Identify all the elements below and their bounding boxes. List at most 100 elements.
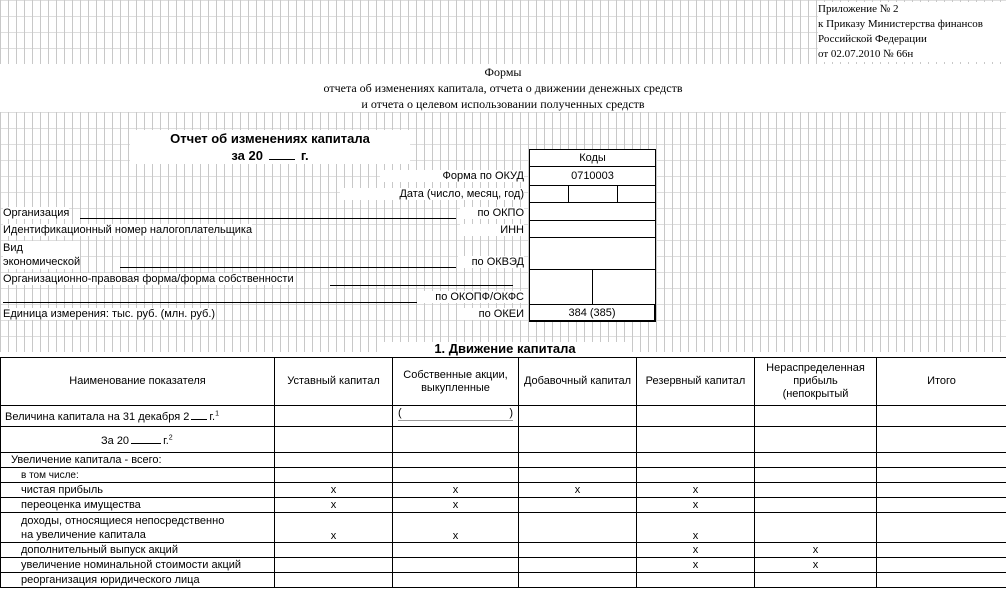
okopf-label: по ОКОПФ/ОКФС <box>418 291 524 303</box>
cell[interactable]: x <box>754 542 877 558</box>
year-blank[interactable] <box>131 433 162 444</box>
cell[interactable] <box>754 572 877 588</box>
forms-title-line-2: отчета об изменениях капитала, отчета о … <box>0 80 1006 96</box>
cell[interactable] <box>392 557 519 573</box>
cell[interactable] <box>518 467 637 483</box>
cell[interactable] <box>274 572 393 588</box>
cell[interactable] <box>754 467 877 483</box>
date-year-cell[interactable] <box>617 185 656 203</box>
cell[interactable] <box>754 482 877 498</box>
period-suffix: г. <box>300 148 309 163</box>
cell[interactable]: x <box>636 482 755 498</box>
cell[interactable]: x <box>274 482 393 498</box>
cell[interactable] <box>876 426 1006 453</box>
cell[interactable] <box>636 572 755 588</box>
cell[interactable] <box>392 426 519 453</box>
row-label: Величина капитала на 31 декабря 2 г.1 <box>0 405 275 427</box>
cell[interactable]: x <box>392 497 519 513</box>
legal-form-field-2[interactable] <box>3 302 417 303</box>
cell[interactable]: x <box>392 482 519 498</box>
cell[interactable] <box>518 572 637 588</box>
cell[interactable] <box>274 542 393 558</box>
cell[interactable] <box>392 467 519 483</box>
forms-title-line-3: и отчета о целевом использовании получен… <box>0 96 1006 112</box>
capital-movement-table: Наименование показателя Уставный капитал… <box>0 357 1006 588</box>
cell[interactable] <box>876 467 1006 483</box>
cell[interactable] <box>518 452 637 468</box>
cell[interactable] <box>754 426 877 453</box>
cell[interactable]: x <box>274 497 393 513</box>
row-label-text: За 20 <box>101 434 130 447</box>
okpo-label: по ОКПО <box>460 207 524 219</box>
cell[interactable] <box>518 557 637 573</box>
cell[interactable] <box>274 426 393 453</box>
footnote-mark: 1 <box>215 410 219 418</box>
cell[interactable] <box>876 497 1006 513</box>
okved-code[interactable] <box>529 237 656 270</box>
appendix-line-1: Приложение № 2 <box>818 3 899 15</box>
cell[interactable]: () <box>392 405 519 427</box>
legal-form-field-1[interactable] <box>330 285 513 286</box>
year-blank[interactable] <box>191 409 208 420</box>
cell[interactable]: x <box>518 482 637 498</box>
date-day-cell[interactable] <box>529 185 569 203</box>
cell[interactable] <box>636 452 755 468</box>
section-title: 1. Движение капитала <box>380 342 630 356</box>
cell[interactable] <box>392 572 519 588</box>
inn-label: ИНН <box>460 224 524 236</box>
cell[interactable] <box>392 542 519 558</box>
legal-form-label: Организационно-правовая форма/форма собс… <box>3 273 294 285</box>
cell[interactable]: x <box>274 512 393 543</box>
activity-label: Вид экономической <box>3 241 81 269</box>
header-total: Итого <box>876 357 1006 406</box>
cell[interactable] <box>876 512 1006 543</box>
activity-field[interactable] <box>120 267 456 268</box>
okfs-code[interactable] <box>592 269 656 305</box>
cell[interactable]: x <box>636 557 755 573</box>
inn-code[interactable] <box>529 220 656 238</box>
cell[interactable] <box>876 572 1006 588</box>
cell[interactable] <box>518 512 637 543</box>
cell[interactable] <box>518 542 637 558</box>
cell[interactable] <box>274 405 393 427</box>
cell[interactable] <box>274 452 393 468</box>
cell[interactable] <box>754 512 877 543</box>
cell[interactable] <box>876 482 1006 498</box>
activity-label-line-1: Вид <box>3 242 23 254</box>
okpo-code[interactable] <box>529 202 656 221</box>
cell[interactable] <box>274 467 393 483</box>
cell[interactable]: x <box>636 512 755 543</box>
cell[interactable] <box>636 467 755 483</box>
organization-field[interactable] <box>80 218 456 219</box>
cell[interactable] <box>876 405 1006 427</box>
table-row: увеличение номинальной стоимости акций x… <box>0 557 1006 573</box>
cell[interactable]: x <box>754 557 877 573</box>
cell[interactable] <box>876 542 1006 558</box>
date-month-cell[interactable] <box>568 185 618 203</box>
cell[interactable] <box>392 452 519 468</box>
cell[interactable] <box>636 405 755 427</box>
cell[interactable]: x <box>392 512 519 543</box>
date-label: Дата (число, месяц, год) <box>340 188 524 200</box>
row-label-suffix: г. <box>209 411 216 423</box>
cell[interactable] <box>754 452 877 468</box>
period-year-field[interactable] <box>268 148 295 160</box>
cell[interactable] <box>876 452 1006 468</box>
okud-label: Форма по ОКУД <box>380 170 524 182</box>
cell[interactable] <box>518 426 637 453</box>
table-row: в том числе: <box>0 467 1006 483</box>
cell[interactable] <box>274 557 393 573</box>
cell[interactable] <box>754 405 877 427</box>
cell[interactable]: x <box>636 542 755 558</box>
cell[interactable] <box>518 497 637 513</box>
cell[interactable] <box>876 557 1006 573</box>
report-title: Отчет об изменениях капитала <box>170 131 370 146</box>
cell[interactable] <box>754 497 877 513</box>
okopf-code[interactable] <box>529 269 593 305</box>
cell[interactable] <box>636 426 755 453</box>
cell[interactable] <box>518 405 637 427</box>
cell[interactable]: x <box>636 497 755 513</box>
row-label-text: Величина капитала на 31 декабря 2 <box>5 411 190 423</box>
bracket-field[interactable]: () <box>398 407 513 421</box>
